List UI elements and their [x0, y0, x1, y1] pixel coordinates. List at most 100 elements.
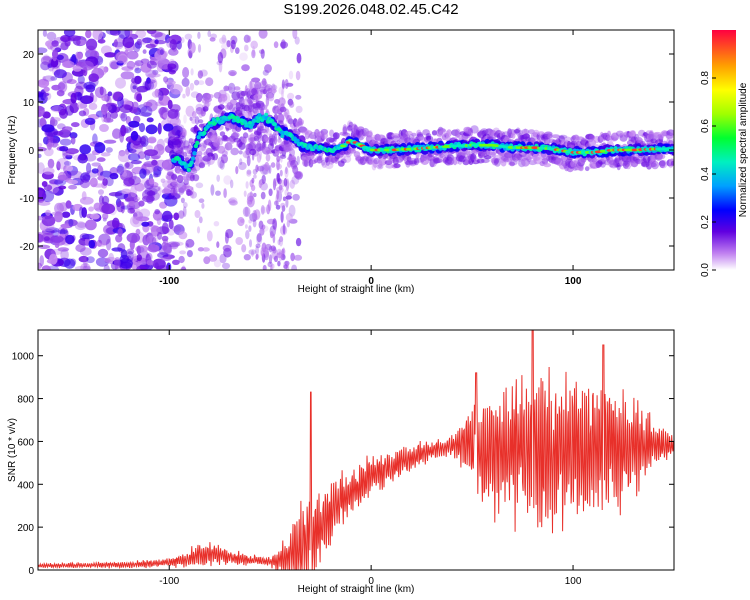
spectrogram-cell: [211, 129, 217, 139]
spectrogram-cell: [198, 162, 206, 169]
spectrogram-cell: [239, 158, 243, 166]
spectrogram-cell: [270, 245, 276, 252]
spectrogram-cell: [216, 241, 220, 249]
spectrogram-cell: [246, 155, 251, 167]
spectrogram-cell: [287, 192, 292, 197]
spectrogram-cell: [208, 254, 218, 262]
spectrogram-cell: [120, 124, 127, 137]
spectrogram-cell: [68, 184, 78, 190]
spectrogram-cell: [50, 116, 55, 128]
spectrogram-cell: [260, 182, 268, 191]
spectrogram-cell: [202, 106, 209, 112]
spectrogram-cell: [194, 210, 201, 218]
spectrogram-cell: [584, 166, 590, 172]
spectrogram-cell: [97, 248, 109, 258]
spectrogram-cell: [281, 248, 285, 258]
spectrogram-cell: [45, 209, 51, 216]
spectrogram-cell: [126, 50, 139, 60]
spectrogram-cell: [289, 179, 295, 189]
spectrogram-cell: [284, 130, 289, 135]
spectrogram-cell: [54, 179, 67, 186]
spectrogram-cell: [187, 48, 191, 57]
spectrogram-cell: [228, 70, 237, 76]
spectrogram-cell: [222, 136, 231, 142]
spectrogram-cell: [279, 41, 289, 49]
spectrogram-cell: [289, 155, 297, 164]
spectrogram-cell: [156, 138, 165, 151]
spectrogram-cell: [57, 247, 70, 252]
spectrogram-cell: [221, 262, 231, 270]
spectrogram-cell: [189, 82, 195, 91]
spectrogram-cell: [619, 133, 624, 139]
spectrogram-cell: [216, 174, 220, 182]
spectrogram-cell: [268, 135, 277, 143]
spectrogram-cell: [182, 140, 190, 149]
spectrogram-cell: [108, 192, 123, 197]
spectrogram-cell: [630, 130, 637, 139]
spectrogram-cell: [256, 127, 262, 136]
spectrogram-cell: [256, 119, 261, 124]
spectrogram-cell: [446, 154, 454, 162]
spectrogram-cell: [241, 98, 250, 106]
spectrogram-cell: [295, 94, 302, 100]
spectrogram-cell: [226, 40, 231, 48]
spectrogram-cell: [216, 136, 221, 143]
spectrogram-cell: [276, 163, 282, 170]
spectrogram-ytick-label: 10: [23, 98, 35, 109]
spectrogram-cell: [79, 178, 91, 189]
spectrogram-cell: [140, 105, 153, 118]
spectrogram-cell: [126, 232, 141, 243]
spectrogram-cell: [307, 134, 317, 139]
spectrogram-cell: [175, 184, 183, 193]
spectrogram-cell: [38, 233, 44, 243]
spectrogram-cell: [45, 227, 60, 233]
spectrogram-cell: [74, 221, 87, 231]
spectrogram-cell: [169, 117, 181, 127]
spectrogram-cell: [427, 153, 434, 158]
spectrogram-cell: [96, 157, 106, 162]
spectrogram-cell: [145, 124, 158, 135]
spectrogram-cell: [230, 179, 234, 189]
spectrogram-cell: [197, 44, 202, 53]
spectrogram-cell: [39, 117, 47, 128]
spectrogram-cell: [223, 188, 227, 199]
spectrogram-cell: [248, 120, 252, 125]
spectrogram-cell: [81, 233, 95, 240]
spectrogram-cell: [205, 77, 214, 87]
spectrogram-cell: [284, 79, 289, 89]
spectrogram-cell: [276, 127, 281, 132]
spectrogram-cell: [207, 94, 214, 99]
spectrogram-cell: [61, 126, 73, 132]
spectrogram-cell: [67, 179, 79, 185]
spectrogram-cell: [111, 91, 123, 102]
spectrogram-cell: [201, 202, 205, 209]
spectrogram-cell: [591, 158, 598, 163]
spectrogram-cell: [255, 243, 261, 249]
figure-title: S199.2026.048.02.45.C42: [283, 1, 458, 18]
spectrogram-cell: [198, 198, 205, 203]
spectrogram-cell: [448, 158, 455, 166]
spectrogram-cell: [665, 135, 674, 140]
colorbar-ticks: 0.0 0.2 0.4 0.6 0.8: [700, 71, 716, 277]
spectrogram-cell: [238, 150, 243, 155]
spectrogram-cell: [198, 123, 205, 128]
spectrogram-ylabel: Frequency (Hz): [7, 116, 18, 185]
spectrogram-cell: [116, 201, 125, 213]
spectrogram-cell: [261, 242, 267, 253]
spectrogram-cell: [279, 236, 284, 243]
spectrogram-cell: [136, 85, 149, 93]
spectrogram-cell: [179, 136, 184, 142]
spectrogram-cell: [40, 61, 50, 71]
spectrogram-cell: [511, 132, 516, 139]
spectrogram-cell: [101, 111, 106, 123]
spectrogram-cell: [154, 209, 160, 215]
spectrogram-cell: [405, 130, 413, 136]
spectrogram-cell: [88, 102, 98, 110]
spectrogram-cell: [60, 42, 69, 51]
spectrogram-cell: [85, 219, 97, 231]
spectrogram-cell: [246, 170, 252, 177]
spectrogram-cell: [205, 100, 211, 107]
spectrogram-cell: [247, 199, 253, 205]
spectrogram-cell: [238, 161, 247, 171]
